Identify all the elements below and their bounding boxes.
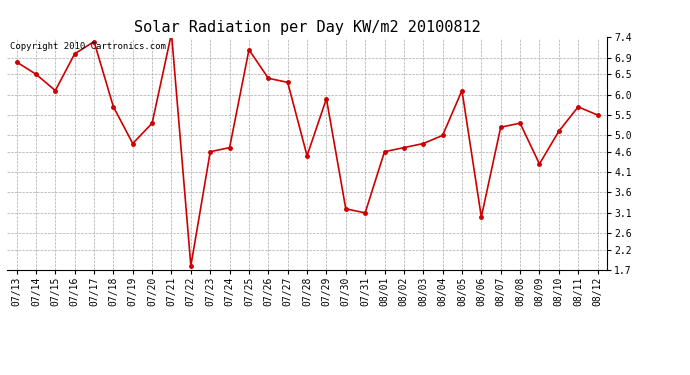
Text: Copyright 2010 Cartronics.com: Copyright 2010 Cartronics.com: [10, 42, 166, 51]
Title: Solar Radiation per Day KW/m2 20100812: Solar Radiation per Day KW/m2 20100812: [134, 20, 480, 35]
